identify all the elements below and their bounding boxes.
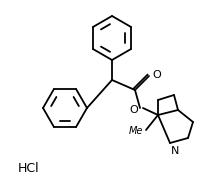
Text: N: N: [171, 146, 179, 156]
Text: O: O: [152, 70, 161, 80]
Text: HCl: HCl: [18, 162, 40, 174]
Text: O: O: [130, 105, 138, 115]
Text: Me: Me: [129, 126, 143, 136]
